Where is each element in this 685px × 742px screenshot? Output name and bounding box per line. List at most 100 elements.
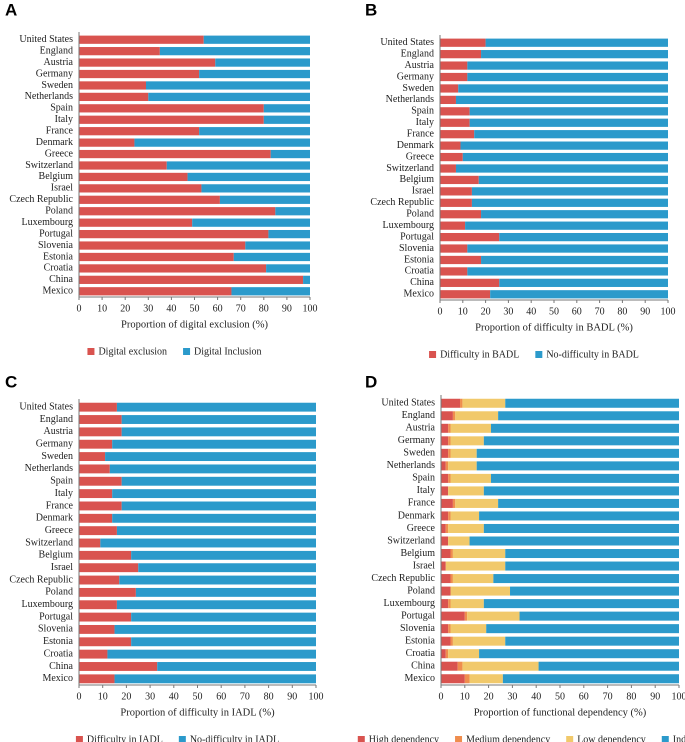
bar-segment: [245, 241, 310, 250]
bar-segment: [440, 107, 470, 116]
bar-segment: [121, 427, 316, 437]
y-tick-label: Sweden: [41, 80, 73, 91]
bar-segment: [452, 574, 494, 584]
bar-segment: [440, 198, 472, 207]
x-tick-label: 20: [120, 303, 130, 314]
x-tick-label: 50: [549, 306, 559, 317]
bar-segment: [505, 398, 679, 408]
bar-segment: [440, 118, 470, 127]
y-tick-label: Czech Republic: [370, 197, 434, 208]
bar-segment: [440, 175, 479, 185]
bar-segment: [471, 198, 668, 207]
bar-segment: [131, 612, 316, 622]
bar-segment: [79, 563, 139, 573]
bar-segment: [79, 513, 113, 523]
legend-swatch: [429, 351, 437, 358]
bar-segment: [440, 267, 468, 276]
y-tick-label: China: [49, 274, 73, 285]
bar-segment: [263, 104, 310, 113]
bar-segment: [481, 50, 668, 59]
legend-swatch: [661, 736, 669, 742]
legend-swatch: [75, 736, 83, 742]
x-axis-title: Proportion of functional dependency (%): [474, 707, 647, 718]
bar-segment: [79, 81, 146, 90]
bar-segment: [460, 141, 668, 150]
bar-segment: [79, 149, 271, 159]
bar-segment: [478, 175, 668, 185]
bar-segment: [203, 35, 310, 44]
bar-segment: [479, 511, 679, 521]
bar-segment: [440, 61, 468, 70]
bar-segment: [112, 439, 317, 449]
bar-segment: [485, 38, 668, 47]
bar-segment: [483, 523, 679, 533]
bar-segment: [493, 574, 679, 584]
bar-segment: [450, 423, 491, 433]
x-tick-label: 60: [213, 303, 223, 314]
y-tick-label: Croatia: [44, 648, 74, 659]
y-tick-label: Sweden: [402, 83, 434, 94]
y-tick-label: Switzerland: [387, 535, 435, 546]
bar-segment: [490, 290, 668, 299]
x-tick-label: 10: [458, 306, 468, 317]
bar-segment: [79, 439, 113, 449]
legend-label: Low dependency: [577, 734, 646, 742]
bar-segment: [440, 95, 456, 105]
bar-segment: [100, 538, 316, 548]
bar-segment: [448, 536, 470, 546]
y-tick-label: Slovenia: [38, 240, 74, 251]
y-tick-label: Germany: [36, 439, 73, 450]
bar-segment: [159, 47, 310, 56]
bar-segment: [266, 264, 310, 273]
bar-segment: [448, 486, 484, 496]
bar-segment: [483, 486, 679, 496]
bar-segment: [79, 161, 167, 170]
bar-segment: [79, 138, 135, 147]
bar-segment: [79, 575, 120, 585]
bar-segment: [166, 161, 310, 170]
bar-segment: [157, 662, 316, 671]
bar-segment: [455, 95, 668, 105]
bar-segment: [79, 58, 216, 67]
bar-segment: [448, 511, 451, 521]
bar-segment: [455, 498, 499, 508]
y-tick-label: China: [411, 661, 435, 672]
y-tick-label: France: [408, 498, 436, 509]
y-tick-label: Germany: [397, 71, 434, 82]
bar-segment: [134, 138, 310, 147]
y-tick-label: Poland: [45, 206, 73, 217]
bar-segment: [268, 229, 310, 239]
bar-segment: [460, 398, 463, 408]
bar-segment: [441, 398, 461, 408]
bar-segment: [440, 141, 461, 150]
bar-segment: [464, 674, 470, 684]
bar-segment: [199, 69, 310, 79]
bar-segment: [116, 402, 316, 412]
x-tick-label: 70: [603, 691, 613, 702]
bar-segment: [219, 195, 310, 204]
bar-segment: [440, 290, 491, 299]
y-tick-label: Estonia: [43, 251, 74, 262]
x-tick-label: 100: [303, 303, 318, 314]
bar-segment: [464, 611, 468, 621]
y-tick-label: Israel: [51, 183, 73, 194]
y-tick-label: China: [410, 277, 434, 288]
x-tick-label: 80: [626, 691, 636, 702]
bar-segment: [116, 600, 316, 610]
legend-label: Digital exclusion: [98, 346, 167, 357]
bar-segment: [457, 661, 463, 671]
bar-segment: [483, 436, 679, 446]
bar-segment: [440, 210, 482, 219]
bar-segment: [441, 498, 453, 508]
y-tick-label: United States: [19, 401, 73, 412]
bar-segment: [471, 187, 668, 196]
bar-segment: [440, 244, 468, 253]
x-tick-label: 80: [264, 691, 274, 702]
bar-segment: [109, 464, 316, 474]
bar-segment: [79, 287, 232, 296]
legend-swatch: [178, 736, 186, 742]
bar-segment: [510, 586, 679, 596]
x-axis-title: Proportion of digital exclusion (%): [121, 319, 268, 330]
bar-segment: [187, 172, 310, 182]
y-tick-label: Luxembourg: [22, 217, 73, 228]
